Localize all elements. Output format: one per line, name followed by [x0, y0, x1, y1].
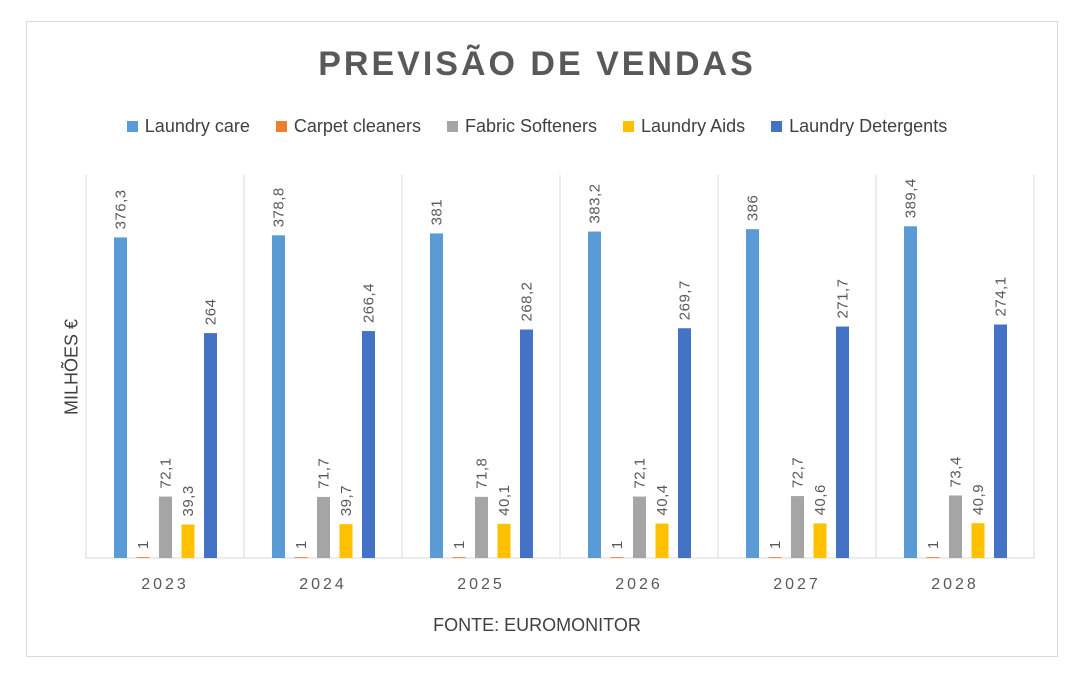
data-label: 1	[451, 540, 468, 549]
bar	[475, 496, 488, 558]
data-label: 1	[293, 540, 310, 549]
bar	[114, 237, 127, 558]
bar	[949, 495, 962, 558]
x-tick-label: 2024	[299, 576, 347, 593]
bar	[452, 557, 466, 558]
data-label: 378,8	[271, 187, 288, 227]
data-label: 39,3	[180, 485, 197, 516]
data-label: 73,4	[948, 456, 965, 487]
x-tick-label: 2027	[773, 576, 821, 593]
data-label: 72,7	[790, 457, 807, 488]
data-label: 71,7	[316, 458, 333, 489]
bar	[136, 557, 150, 558]
data-label: 383,2	[587, 184, 604, 224]
bar	[159, 496, 172, 558]
legend-item: Carpet cleaners	[275, 116, 421, 137]
data-label: 1	[767, 540, 784, 549]
bar	[971, 523, 985, 558]
data-label: 40,9	[970, 484, 987, 515]
data-label: 40,6	[812, 484, 829, 515]
x-tick-label: 2023	[141, 576, 189, 593]
legend-item: Fabric Softeners	[446, 116, 598, 137]
bar	[181, 524, 195, 558]
bar	[904, 226, 917, 558]
x-tick-label: 2028	[931, 576, 979, 593]
data-label: 386	[745, 195, 762, 222]
bar	[610, 557, 624, 558]
data-label: 40,1	[496, 485, 513, 516]
data-label: 72,1	[158, 457, 175, 488]
bar	[926, 557, 940, 558]
data-label: 1	[925, 540, 942, 549]
bar	[768, 557, 782, 558]
legend: Laundry care Carpet cleaners Fabric Soften…	[0, 116, 1074, 137]
legend-swatch	[771, 121, 783, 132]
legend-swatch	[126, 121, 138, 132]
bar	[362, 331, 375, 558]
bar	[588, 231, 601, 558]
bar	[655, 523, 669, 558]
data-label: 40,4	[654, 484, 671, 515]
bar	[994, 324, 1007, 558]
bar	[430, 233, 443, 559]
legend-swatch	[446, 121, 458, 132]
legend-swatch	[623, 121, 635, 132]
bar	[339, 524, 353, 558]
legend-label: Fabric Softeners	[464, 116, 598, 136]
legend-swatch	[275, 121, 287, 132]
data-label: 71,8	[474, 458, 491, 489]
chart-title: PREVISÃO DE VENDAS	[318, 45, 756, 83]
x-axis-title: FONTE: EUROMONITOR	[433, 615, 641, 635]
bar	[633, 496, 646, 558]
data-label: 1	[609, 540, 626, 549]
legend-label: Laundry Detergents	[789, 116, 948, 136]
legend-label: Laundry Aids	[641, 116, 746, 136]
bar	[836, 326, 849, 558]
data-label: 389,4	[903, 178, 920, 218]
y-axis-title: MILHÕES €	[61, 318, 82, 416]
bar	[813, 523, 827, 558]
legend-item: Laundry Aids	[623, 116, 745, 137]
legend-item: Laundry Detergents	[771, 116, 947, 137]
data-label: 1	[135, 540, 152, 549]
data-label: 264	[203, 299, 220, 326]
bar	[497, 523, 511, 558]
bar	[791, 496, 804, 558]
chart-frame	[26, 21, 1058, 657]
bar	[294, 557, 308, 558]
bar	[520, 329, 533, 558]
data-label: 271,7	[835, 278, 852, 318]
x-tick-label: 2026	[615, 576, 663, 593]
bar	[746, 229, 759, 558]
data-label: 39,7	[338, 485, 355, 516]
data-label: 72,1	[632, 457, 649, 488]
bar	[272, 235, 285, 558]
data-label: 381	[429, 199, 446, 226]
bar	[204, 333, 217, 558]
legend-item: Laundry care	[126, 116, 250, 137]
bar	[678, 328, 691, 558]
data-label: 269,7	[677, 280, 694, 320]
data-label: 376,3	[113, 189, 130, 229]
bar	[317, 496, 330, 558]
legend-label: Carpet cleaners	[293, 116, 421, 136]
legend-label: Laundry care	[144, 116, 250, 136]
data-label: 274,1	[993, 276, 1010, 316]
data-label: 268,2	[519, 281, 536, 321]
data-label: 266,4	[361, 283, 378, 323]
x-tick-label: 2025	[457, 576, 505, 593]
